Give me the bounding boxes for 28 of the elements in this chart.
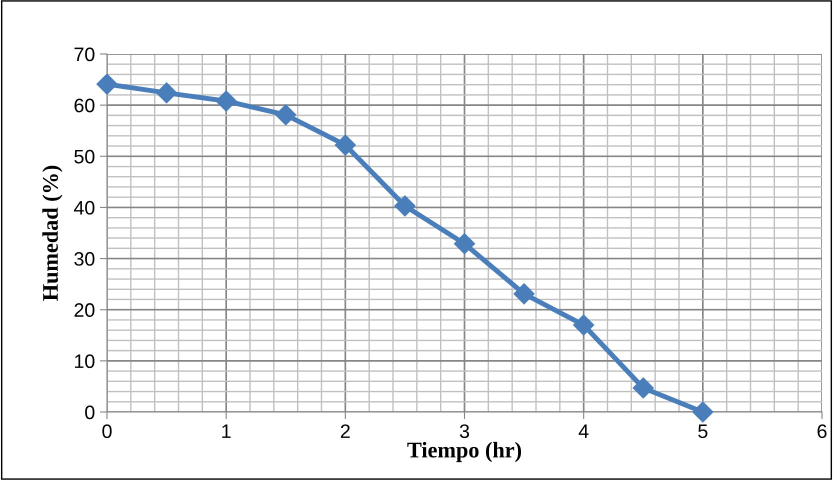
point: [394, 195, 416, 216]
point: [632, 377, 654, 398]
y-tick-label: 0: [85, 405, 94, 420]
point: [275, 104, 296, 126]
x-tick-label: 1: [222, 424, 231, 438]
point: [692, 401, 714, 423]
y-tick-label: 40: [74, 200, 94, 215]
y-tick-label: 30: [74, 252, 94, 266]
y-tick-label: 20: [74, 303, 94, 317]
point: [334, 134, 356, 156]
x-tick-label: 3: [460, 424, 470, 438]
x-tick-label: 0: [102, 424, 112, 438]
point: [216, 90, 237, 112]
x-tick-label: 4: [578, 424, 589, 438]
y-tick-label: 10: [75, 354, 94, 368]
x-tick-label: 6: [818, 424, 827, 438]
x-axis-title: Tiempo (hr): [407, 442, 522, 462]
x-tick-label: 5: [698, 424, 708, 438]
point: [454, 233, 476, 254]
y-tick-label: 60: [74, 98, 94, 112]
point: [156, 82, 178, 104]
y-tick-label: 70: [74, 47, 94, 62]
x-tick-label: 2: [340, 424, 350, 438]
point: [514, 283, 535, 304]
point: [573, 314, 594, 336]
y-tick-label: 50: [74, 150, 94, 164]
y-axis-title: Humedad (%): [42, 166, 62, 301]
point: [96, 74, 118, 95]
